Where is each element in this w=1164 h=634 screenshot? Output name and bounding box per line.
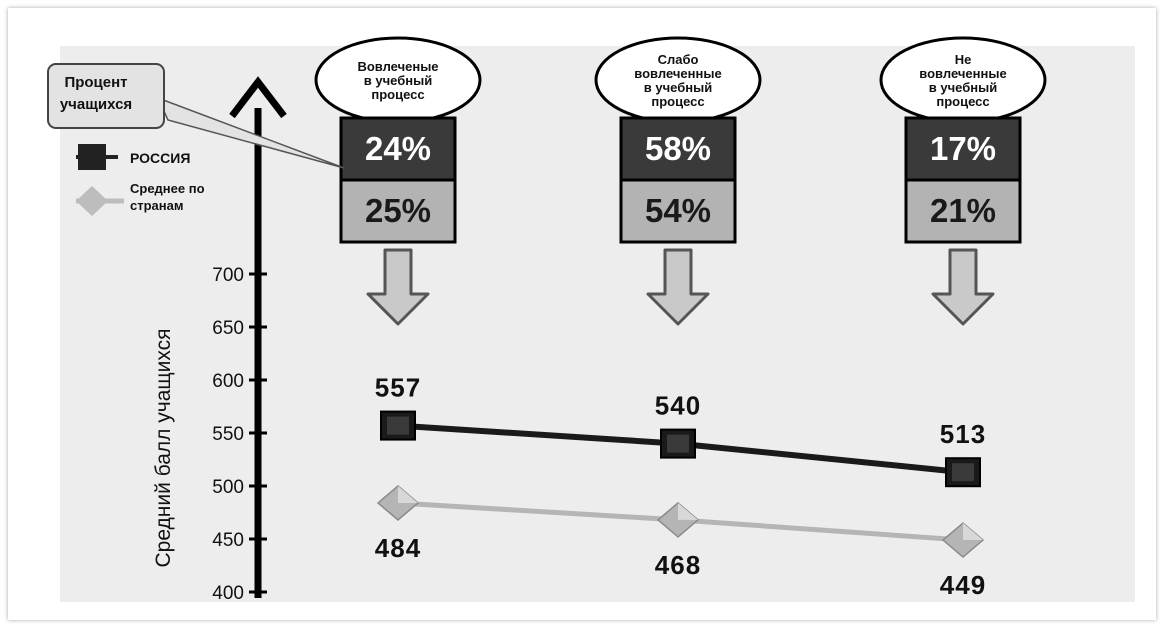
- share-box: [339, 116, 457, 182]
- data-point-russia-inner: [667, 434, 689, 453]
- data-label: 540: [655, 391, 701, 421]
- legend-russia-marker: [78, 144, 106, 170]
- share-box: [619, 178, 737, 244]
- down-arrow: [931, 248, 995, 326]
- category-label: процесс: [371, 87, 424, 102]
- data-label: 484: [375, 533, 421, 563]
- legend-label: Среднее по: [130, 181, 205, 196]
- data-label: 449: [940, 570, 986, 600]
- share-value: 25%: [365, 192, 431, 229]
- category-label: Не: [955, 52, 972, 67]
- share-box: [904, 178, 1022, 244]
- legend-label: странам: [130, 198, 183, 213]
- share-value: 24%: [365, 130, 431, 167]
- data-point-average-highlight: [678, 502, 698, 520]
- data-point-average-highlight: [963, 523, 983, 541]
- data-label: 513: [940, 419, 986, 449]
- category-label: вовлеченные: [634, 66, 721, 81]
- share-value: 21%: [930, 192, 996, 229]
- legend-label: РОССИЯ: [130, 150, 190, 166]
- data-label: 557: [375, 373, 421, 403]
- data-point-russia-inner: [387, 416, 409, 435]
- legend-average-marker: [76, 186, 108, 216]
- category-label: в учебный: [929, 80, 997, 95]
- callout-text: учащихся: [60, 96, 132, 113]
- y-tick-label: 550: [212, 424, 244, 445]
- category-label: вовлеченные: [919, 66, 1006, 81]
- y-tick-label: 500: [212, 477, 244, 498]
- data-label: 468: [655, 550, 701, 580]
- down-arrow: [366, 248, 430, 326]
- data-point-average-highlight: [398, 485, 418, 503]
- y-axis-title: Средний балл учащихся: [152, 328, 175, 567]
- y-tick-label: 700: [212, 265, 244, 286]
- share-value: 58%: [645, 130, 711, 167]
- share-box: [339, 178, 457, 244]
- callout-text: Процент: [64, 74, 127, 91]
- category-label: в учебный: [644, 80, 712, 95]
- chart-frame: 400 450 500 550 600 650 700 Средний балл учащих…: [8, 8, 1156, 620]
- y-tick-label: 600: [212, 371, 244, 392]
- category-label: в учебный: [364, 73, 432, 88]
- share-value: 17%: [930, 130, 996, 167]
- share-box: [619, 116, 737, 182]
- y-tick-label: 650: [212, 318, 244, 339]
- y-tick-label: 400: [212, 583, 244, 604]
- category-label: Вовлеченые: [357, 59, 438, 74]
- engagement-score-chart: 400 450 500 550 600 650 700 Средний балл учащих…: [47, 36, 1135, 604]
- y-tick-label: 450: [212, 530, 244, 551]
- share-value: 54%: [645, 192, 711, 229]
- category-label: Слабо: [658, 52, 699, 67]
- callout-box: [47, 63, 165, 129]
- y-axis-arrowhead: [229, 76, 287, 119]
- down-arrow: [646, 248, 710, 326]
- data-point-russia-inner: [952, 463, 974, 482]
- category-label: процесс: [651, 94, 704, 109]
- category-label: процесс: [936, 94, 989, 109]
